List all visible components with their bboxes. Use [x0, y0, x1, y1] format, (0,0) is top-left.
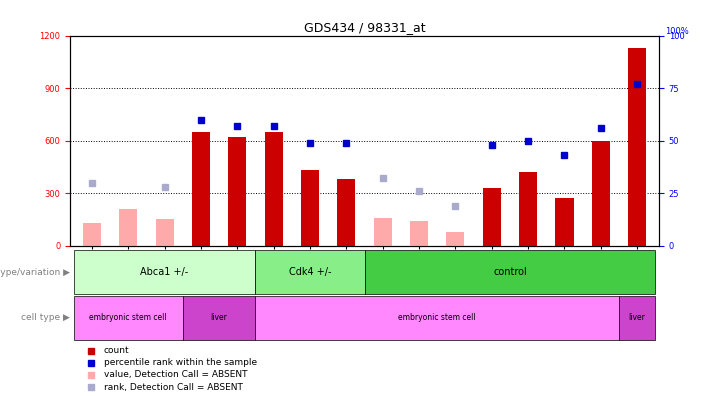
- Bar: [255, 250, 365, 294]
- Bar: [229, 137, 246, 246]
- Bar: [301, 170, 319, 246]
- Text: embryonic stem cell: embryonic stem cell: [398, 313, 476, 322]
- Text: genotype/variation ▶: genotype/variation ▶: [0, 268, 69, 277]
- Bar: [555, 198, 573, 246]
- Text: liver: liver: [629, 313, 646, 322]
- Bar: [628, 48, 646, 246]
- Bar: [83, 223, 101, 246]
- Title: GDS434 / 98331_at: GDS434 / 98331_at: [304, 21, 426, 34]
- Text: count: count: [104, 346, 130, 355]
- Bar: [156, 219, 174, 246]
- Bar: [519, 172, 537, 246]
- Bar: [592, 141, 610, 246]
- Bar: [365, 250, 655, 294]
- Text: rank, Detection Call = ABSENT: rank, Detection Call = ABSENT: [104, 383, 243, 392]
- Bar: [183, 296, 255, 340]
- Text: value, Detection Call = ABSENT: value, Detection Call = ABSENT: [104, 370, 247, 379]
- Text: Abca1 +/-: Abca1 +/-: [140, 267, 189, 277]
- Text: cell type ▶: cell type ▶: [20, 313, 69, 322]
- Bar: [264, 132, 283, 246]
- Bar: [337, 179, 355, 246]
- Text: Cdk4 +/-: Cdk4 +/-: [289, 267, 332, 277]
- Bar: [255, 296, 619, 340]
- Text: embryonic stem cell: embryonic stem cell: [90, 313, 167, 322]
- Bar: [410, 221, 428, 246]
- Bar: [483, 188, 501, 246]
- Bar: [74, 250, 255, 294]
- Bar: [447, 232, 465, 246]
- Bar: [192, 132, 210, 246]
- Bar: [119, 209, 137, 246]
- Text: liver: liver: [211, 313, 228, 322]
- Text: control: control: [493, 267, 526, 277]
- Text: percentile rank within the sample: percentile rank within the sample: [104, 358, 257, 367]
- Bar: [74, 296, 183, 340]
- Text: 100%: 100%: [665, 27, 688, 36]
- Bar: [374, 217, 392, 246]
- Bar: [619, 296, 655, 340]
